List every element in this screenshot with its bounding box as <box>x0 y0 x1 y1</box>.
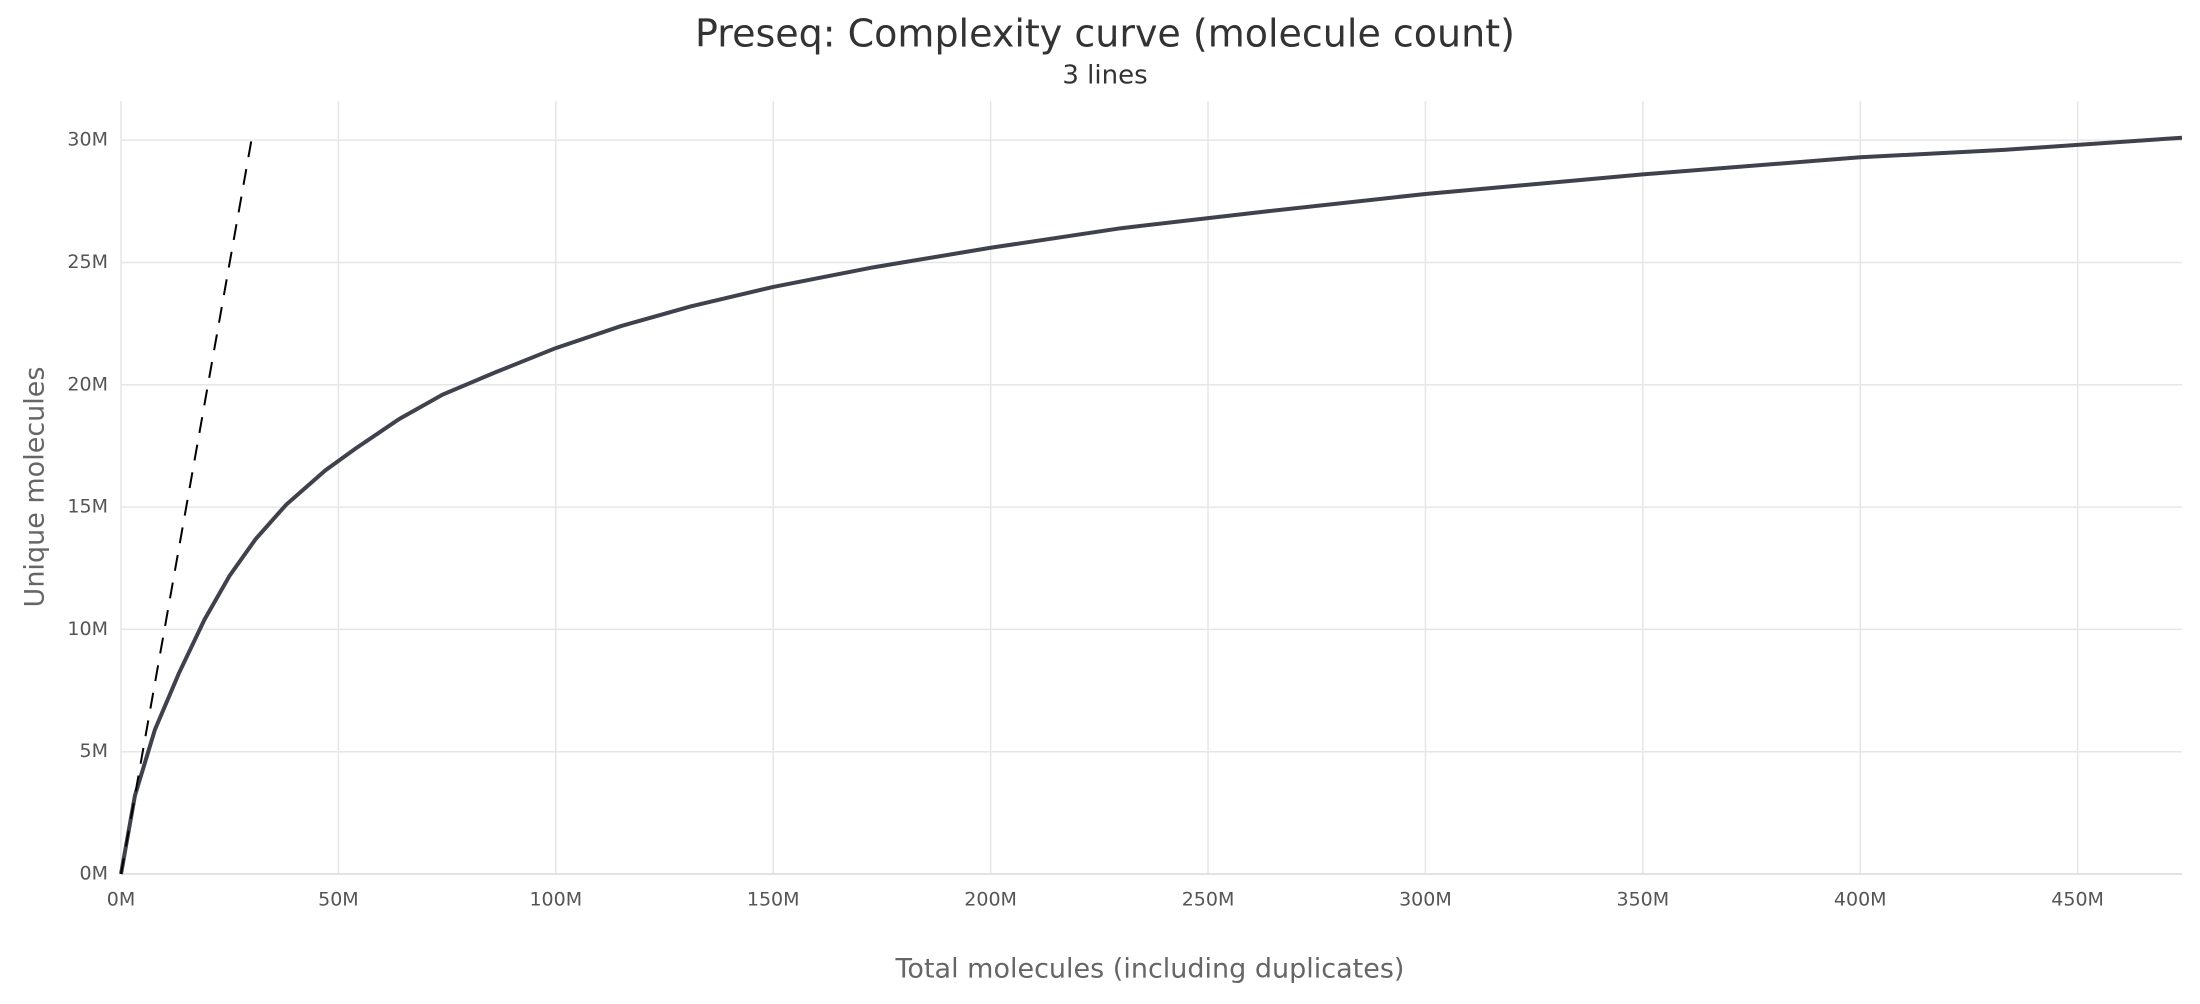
x-tick-label: 0M <box>107 889 135 911</box>
x-tick-label: 150M <box>747 889 800 911</box>
x-tick-label: 450M <box>2051 889 2104 911</box>
series-line <box>120 139 253 875</box>
x-tick-label: 300M <box>1399 889 1452 911</box>
chart-subtitle: 3 lines <box>1062 61 1147 91</box>
x-axis-label: Total molecules (including duplicates) <box>895 954 1405 985</box>
x-tick-label: 250M <box>1182 889 1235 911</box>
x-tick-label: 50M <box>318 889 359 911</box>
y-tick-label: 15M <box>67 496 108 518</box>
y-tick-label: 0M <box>80 863 108 885</box>
y-tick-label: 5M <box>80 740 108 762</box>
y-axis-label: Unique molecules <box>20 367 51 608</box>
y-tick-label: 25M <box>67 251 108 273</box>
x-tick-label: 100M <box>529 889 582 911</box>
x-tick-label: 350M <box>1616 889 1669 911</box>
series-line <box>119 135 2183 875</box>
chart-title: Preseq: Complexity curve (molecule count… <box>695 12 1515 56</box>
y-tick-label: 10M <box>67 618 108 640</box>
x-tick-label: 400M <box>1834 889 1887 911</box>
x-tick-label: 200M <box>964 889 1017 911</box>
y-tick-label: 20M <box>67 373 108 395</box>
y-tick-label: 30M <box>67 129 108 151</box>
